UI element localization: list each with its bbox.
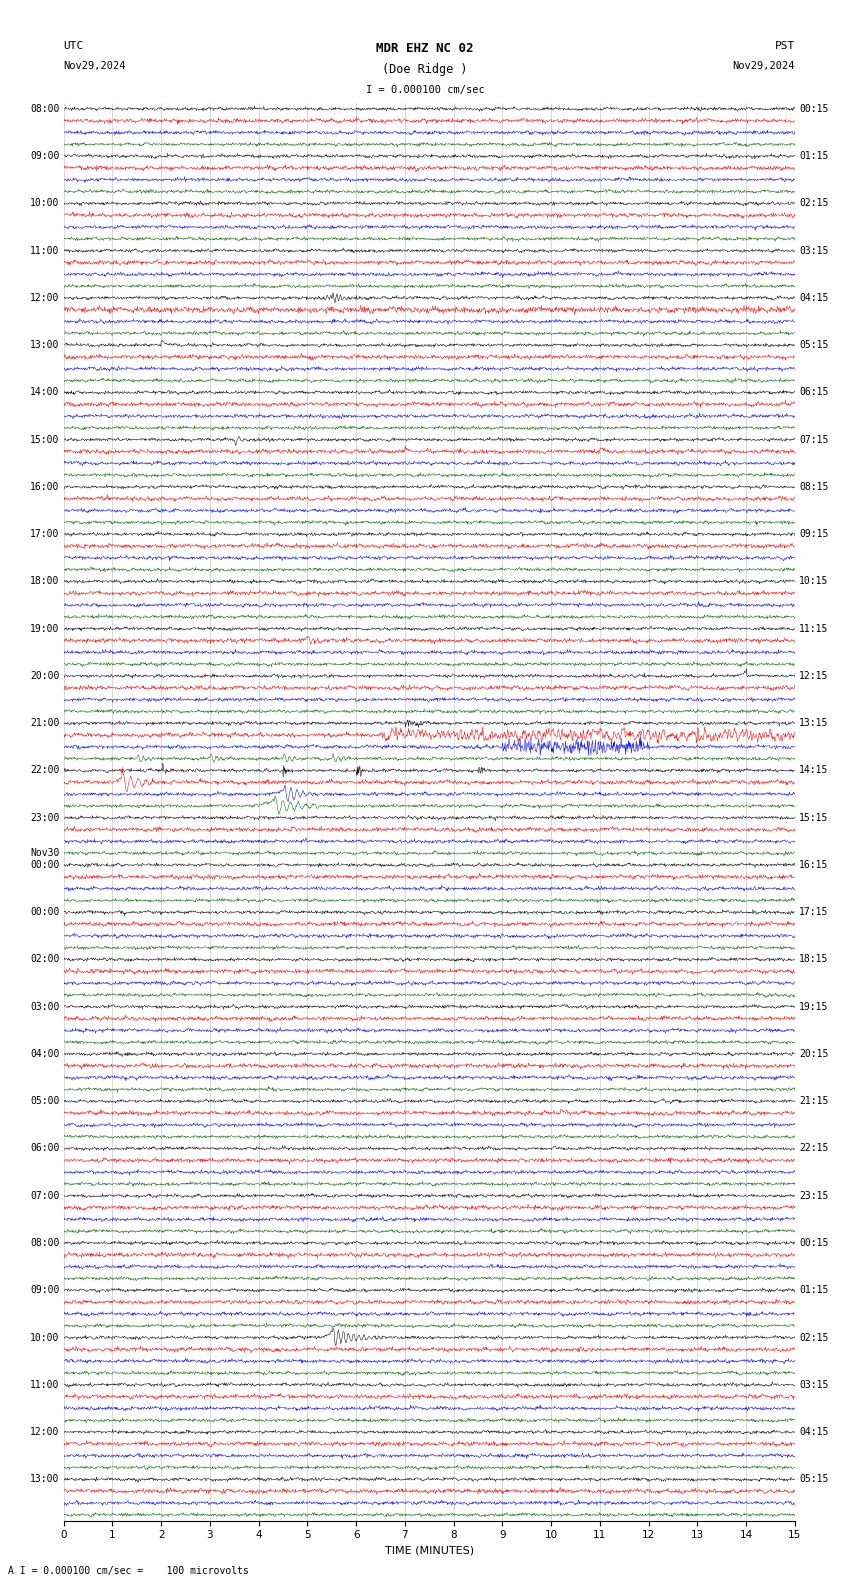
Text: 19:00: 19:00 xyxy=(30,624,60,634)
Text: 00:00: 00:00 xyxy=(30,908,60,917)
Text: 21:00: 21:00 xyxy=(30,718,60,729)
Text: 13:15: 13:15 xyxy=(799,718,829,729)
Text: 09:00: 09:00 xyxy=(30,1285,60,1296)
Text: 08:00: 08:00 xyxy=(30,105,60,114)
Text: 21:15: 21:15 xyxy=(799,1096,829,1106)
Text: 14:15: 14:15 xyxy=(799,765,829,776)
Text: 18:00: 18:00 xyxy=(30,577,60,586)
Text: 00:15: 00:15 xyxy=(799,105,829,114)
Text: 08:00: 08:00 xyxy=(30,1239,60,1248)
Text: 04:15: 04:15 xyxy=(799,293,829,303)
Text: 19:15: 19:15 xyxy=(799,1001,829,1012)
Text: 07:15: 07:15 xyxy=(799,434,829,445)
Text: 16:00: 16:00 xyxy=(30,482,60,493)
Text: 03:00: 03:00 xyxy=(30,1001,60,1012)
Text: A I = 0.000100 cm/sec =    100 microvolts: A I = 0.000100 cm/sec = 100 microvolts xyxy=(8,1567,249,1576)
Text: 20:15: 20:15 xyxy=(799,1049,829,1060)
Text: 13:00: 13:00 xyxy=(30,341,60,350)
Text: 17:15: 17:15 xyxy=(799,908,829,917)
Text: 02:00: 02:00 xyxy=(30,955,60,965)
Text: UTC: UTC xyxy=(64,41,84,51)
Text: MDR EHZ NC 02: MDR EHZ NC 02 xyxy=(377,43,473,55)
Text: 02:15: 02:15 xyxy=(799,198,829,209)
Text: 00:15: 00:15 xyxy=(799,1239,829,1248)
X-axis label: TIME (MINUTES): TIME (MINUTES) xyxy=(385,1546,473,1555)
Text: 05:15: 05:15 xyxy=(799,341,829,350)
Text: 18:15: 18:15 xyxy=(799,955,829,965)
Text: 09:00: 09:00 xyxy=(30,150,60,162)
Text: 17:00: 17:00 xyxy=(30,529,60,539)
Text: PST: PST xyxy=(774,41,795,51)
Text: 20:00: 20:00 xyxy=(30,672,60,681)
Text: I = 0.000100 cm/sec: I = 0.000100 cm/sec xyxy=(366,86,484,95)
Text: 12:15: 12:15 xyxy=(799,672,829,681)
Text: 05:00: 05:00 xyxy=(30,1096,60,1106)
Text: 15:00: 15:00 xyxy=(30,434,60,445)
Text: 03:15: 03:15 xyxy=(799,246,829,255)
Text: (Doe Ridge ): (Doe Ridge ) xyxy=(382,63,468,76)
Text: 11:15: 11:15 xyxy=(799,624,829,634)
Text: 23:15: 23:15 xyxy=(799,1191,829,1201)
Text: 11:00: 11:00 xyxy=(30,246,60,255)
Text: 04:00: 04:00 xyxy=(30,1049,60,1060)
Text: 10:15: 10:15 xyxy=(799,577,829,586)
Text: 22:00: 22:00 xyxy=(30,765,60,776)
Text: 12:00: 12:00 xyxy=(30,1427,60,1437)
Text: 00:00: 00:00 xyxy=(30,860,60,870)
Text: 03:15: 03:15 xyxy=(799,1380,829,1389)
Text: 08:15: 08:15 xyxy=(799,482,829,493)
Text: 07:00: 07:00 xyxy=(30,1191,60,1201)
Text: 16:15: 16:15 xyxy=(799,860,829,870)
Text: 01:15: 01:15 xyxy=(799,150,829,162)
Text: 22:15: 22:15 xyxy=(799,1144,829,1153)
Text: Nov29,2024: Nov29,2024 xyxy=(64,62,127,71)
Text: 06:00: 06:00 xyxy=(30,1144,60,1153)
Text: 09:15: 09:15 xyxy=(799,529,829,539)
Text: 15:15: 15:15 xyxy=(799,813,829,822)
Text: Nov30: Nov30 xyxy=(30,847,60,859)
Text: 13:00: 13:00 xyxy=(30,1475,60,1484)
Text: 02:15: 02:15 xyxy=(799,1332,829,1343)
Text: 23:00: 23:00 xyxy=(30,813,60,822)
Text: 05:15: 05:15 xyxy=(799,1475,829,1484)
Text: 12:00: 12:00 xyxy=(30,293,60,303)
Text: 10:00: 10:00 xyxy=(30,198,60,209)
Text: 06:15: 06:15 xyxy=(799,388,829,398)
Text: 01:15: 01:15 xyxy=(799,1285,829,1296)
Text: 11:00: 11:00 xyxy=(30,1380,60,1389)
Text: 04:15: 04:15 xyxy=(799,1427,829,1437)
Text: 10:00: 10:00 xyxy=(30,1332,60,1343)
Text: Nov29,2024: Nov29,2024 xyxy=(732,62,795,71)
Text: 14:00: 14:00 xyxy=(30,388,60,398)
